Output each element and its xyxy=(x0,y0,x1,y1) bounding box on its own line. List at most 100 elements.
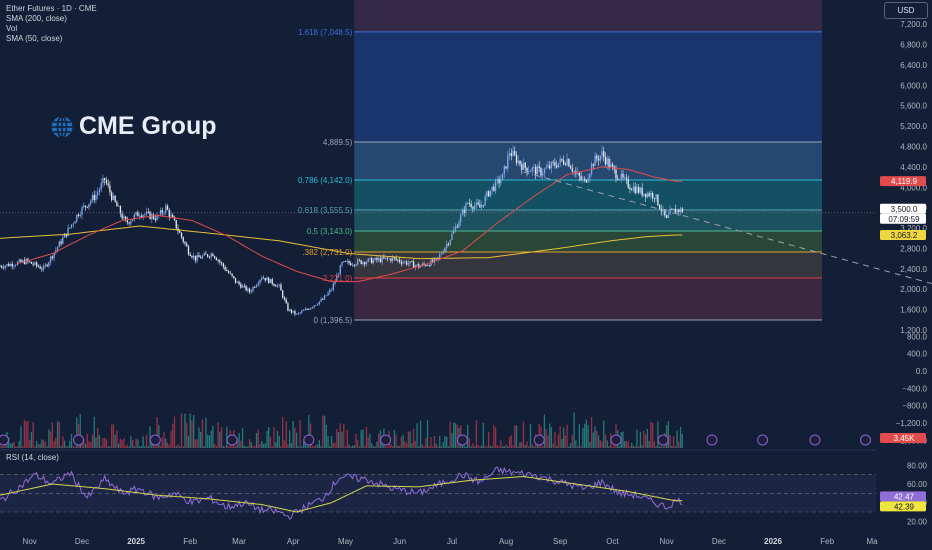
volume-bar xyxy=(482,422,485,448)
candle-body xyxy=(365,262,368,265)
volume-bar xyxy=(30,431,33,448)
candle-body xyxy=(402,262,404,264)
candle-body xyxy=(456,226,458,228)
volume-bar xyxy=(374,445,376,448)
volume-bar xyxy=(91,434,94,448)
volume-bar xyxy=(465,446,467,448)
rsi-legend[interactable]: RSI (14, close) xyxy=(6,453,59,462)
volume-bar xyxy=(320,446,322,448)
candle-body xyxy=(576,172,579,174)
candle-body xyxy=(360,260,362,264)
price-tag-label: 42.47 xyxy=(894,492,915,501)
candle-body xyxy=(60,241,62,244)
volume-bar xyxy=(442,442,444,448)
volume-bar xyxy=(533,446,535,448)
volume-bar xyxy=(486,446,488,448)
candle-body xyxy=(391,257,394,261)
volume-bar xyxy=(603,420,605,448)
candle-body xyxy=(149,211,151,220)
candle-body xyxy=(482,204,485,206)
candle-body xyxy=(215,257,218,261)
candle-body xyxy=(179,231,181,233)
candle-body xyxy=(390,258,392,261)
volume-bar xyxy=(37,444,40,448)
volume-bar xyxy=(53,441,55,448)
volume-bar xyxy=(98,434,101,448)
volume-bar xyxy=(210,430,212,448)
trend-line xyxy=(523,171,932,285)
volume-bar xyxy=(269,436,272,448)
candle-body xyxy=(175,220,177,229)
volume-bar xyxy=(631,442,633,448)
volume-bar xyxy=(4,445,6,448)
volume-bar xyxy=(372,446,375,448)
volume-bar xyxy=(138,446,141,448)
candle-body xyxy=(608,158,610,167)
session-icon xyxy=(610,434,622,446)
sma200-legend[interactable]: SMA (200, close) xyxy=(6,14,67,23)
candle-body xyxy=(678,209,680,213)
volume-bar xyxy=(203,446,205,448)
volume-bar xyxy=(159,446,162,448)
candle-body xyxy=(194,255,197,261)
volume-bar xyxy=(147,446,149,448)
price-tick-label: 6,400.0 xyxy=(900,61,927,70)
volume-bar xyxy=(117,443,120,448)
candle-body xyxy=(105,180,108,184)
candle-body xyxy=(334,281,336,284)
candle-body xyxy=(72,223,74,225)
price-tag-label: 3,500.0 xyxy=(891,205,918,214)
currency-button[interactable]: USD xyxy=(884,2,928,19)
candle-body xyxy=(51,256,54,259)
volume-bar xyxy=(428,446,430,448)
session-icon xyxy=(0,434,9,446)
session-icon xyxy=(757,434,769,446)
volume-bar xyxy=(498,446,500,448)
vol-legend[interactable]: Vol xyxy=(6,24,18,33)
volume-bar xyxy=(611,446,614,448)
candle-body xyxy=(538,166,540,168)
candle-body xyxy=(100,183,102,190)
candlesticks xyxy=(0,145,683,317)
volume-bar xyxy=(371,443,373,448)
candle-body xyxy=(292,311,294,313)
volume-bar xyxy=(88,441,90,448)
volume-bar xyxy=(508,437,511,448)
volume-bar xyxy=(346,430,348,448)
candle-body xyxy=(250,291,252,293)
sma50-legend[interactable]: SMA (50, close) xyxy=(6,34,63,43)
candle-body xyxy=(9,263,12,267)
volume-bar xyxy=(432,446,434,448)
fib-level-label: 4,889.5) xyxy=(323,138,353,147)
time-tick-label: Feb xyxy=(820,537,834,546)
volume-bar xyxy=(439,435,441,448)
volume-bar xyxy=(398,445,401,448)
symbol-title[interactable]: Ether Futures · 1D · CME xyxy=(6,4,97,13)
volume-bar xyxy=(74,446,76,448)
volume-bar xyxy=(660,445,663,448)
volume-bar xyxy=(245,446,247,448)
candle-body xyxy=(2,267,5,269)
volume-bar xyxy=(521,441,523,448)
candle-body xyxy=(285,299,287,304)
volume-bar xyxy=(622,431,624,448)
volume-bar xyxy=(501,446,504,448)
candle-body xyxy=(472,207,474,209)
candle-body xyxy=(397,259,399,261)
volume-bar xyxy=(135,438,137,448)
candle-body xyxy=(477,202,479,205)
volume-bar xyxy=(643,430,645,448)
candle-body xyxy=(172,214,174,218)
candle-body xyxy=(231,273,233,277)
candle-body xyxy=(243,285,245,287)
candle-body xyxy=(435,258,437,260)
candle-body xyxy=(543,168,546,174)
volume-bar xyxy=(283,440,286,448)
volume-bar xyxy=(58,421,60,448)
candle-body xyxy=(512,150,514,157)
candle-body xyxy=(589,173,591,179)
volume-bar xyxy=(671,445,673,448)
candle-body xyxy=(555,165,558,168)
volume-bar xyxy=(639,431,642,448)
